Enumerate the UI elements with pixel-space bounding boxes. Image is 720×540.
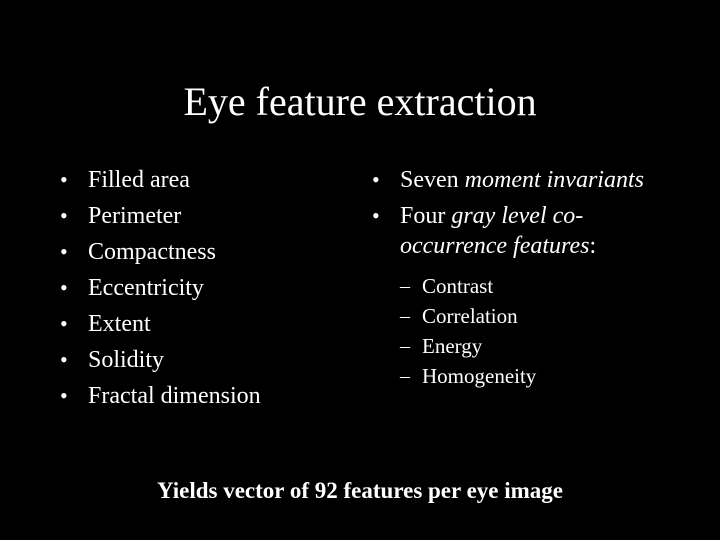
list-item: • Four gray level co-occurrence features… <box>372 201 684 261</box>
bullet-text: Solidity <box>88 345 164 375</box>
content-columns: • Filled area • Perimeter • Compactness … <box>0 165 720 417</box>
sub-bullet-text: Contrast <box>422 273 493 299</box>
bullet-icon: • <box>60 345 88 375</box>
sub-list-item: – Homogeneity <box>400 363 684 389</box>
bullet-icon: • <box>60 381 88 411</box>
sub-bullet-text: Correlation <box>422 303 518 329</box>
bullet-text: Extent <box>88 309 151 339</box>
dash-icon: – <box>400 363 422 389</box>
list-item: • Solidity <box>60 345 360 375</box>
footer-text: Yields vector of 92 features per eye ima… <box>60 478 660 504</box>
slide: Eye feature extraction • Filled area • P… <box>0 0 720 540</box>
bullet-icon: • <box>60 309 88 339</box>
list-item: • Perimeter <box>60 201 360 231</box>
bullet-icon: • <box>60 273 88 303</box>
list-item: • Fractal dimension <box>60 381 360 411</box>
sub-list-item: – Energy <box>400 333 684 359</box>
bullet-text: Fractal dimension <box>88 381 261 411</box>
bullet-icon: • <box>60 201 88 231</box>
list-item: • Filled area <box>60 165 360 195</box>
slide-title: Eye feature extraction <box>0 0 720 165</box>
dash-icon: – <box>400 303 422 329</box>
bullet-icon: • <box>60 165 88 195</box>
dash-icon: – <box>400 273 422 299</box>
bullet-text: Eccentricity <box>88 273 204 303</box>
sub-list-item: – Correlation <box>400 303 684 329</box>
bullet-text: Seven moment invariants <box>400 165 644 195</box>
bullet-text: Perimeter <box>88 201 181 231</box>
list-item: • Eccentricity <box>60 273 360 303</box>
list-item: • Compactness <box>60 237 360 267</box>
sub-bullet-text: Homogeneity <box>422 363 536 389</box>
bullet-icon: • <box>372 201 400 231</box>
right-column: • Seven moment invariants • Four gray le… <box>360 165 684 417</box>
sub-bullet-text: Energy <box>422 333 482 359</box>
sub-list-item: – Contrast <box>400 273 684 299</box>
bullet-text: Compactness <box>88 237 216 267</box>
left-column: • Filled area • Perimeter • Compactness … <box>36 165 360 417</box>
bullet-icon: • <box>372 165 400 195</box>
bullet-text: Four gray level co-occurrence features: <box>400 201 684 261</box>
list-item: • Seven moment invariants <box>372 165 684 195</box>
bullet-icon: • <box>60 237 88 267</box>
list-item: • Extent <box>60 309 360 339</box>
bullet-text: Filled area <box>88 165 190 195</box>
dash-icon: – <box>400 333 422 359</box>
